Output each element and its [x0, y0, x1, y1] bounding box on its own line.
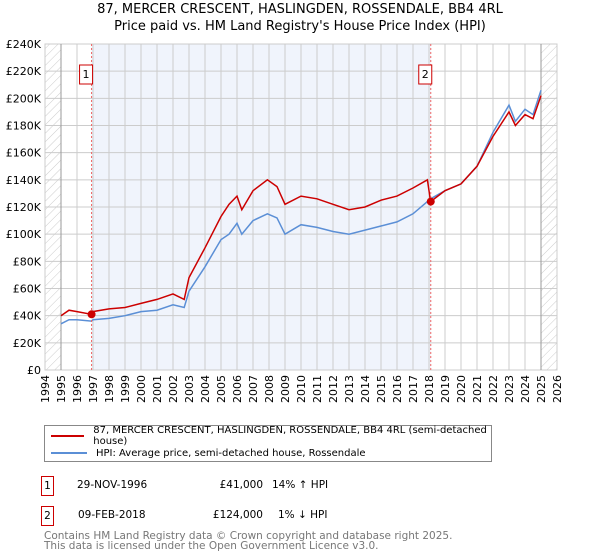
x-tick-label: 1994 [39, 375, 52, 403]
x-tick-label: 2014 [359, 375, 372, 403]
x-tick-label: 2004 [199, 375, 212, 403]
y-tick-label: £160K [6, 147, 42, 160]
x-tick-label: 2013 [343, 375, 356, 403]
transaction-hpi: 1% ↓ HPI [278, 509, 328, 521]
sale-label: 1 [83, 68, 90, 81]
x-tick-label: 2024 [519, 375, 532, 403]
x-tick-label: 2000 [135, 375, 148, 403]
transaction-marker: 2 [41, 506, 54, 526]
x-tick-label: 1995 [55, 375, 68, 403]
x-tick-label: 2020 [455, 375, 468, 403]
x-tick-label: 2016 [391, 375, 404, 403]
x-tick-label: 2011 [311, 375, 324, 403]
y-tick-label: £220K [6, 65, 42, 78]
y-tick-label: £40K [13, 310, 42, 323]
y-tick-label: £200K [6, 92, 42, 105]
transaction-date: 09-FEB-2018 [78, 509, 146, 521]
legend-item-hpi: HPI: Average price, semi-detached house,… [45, 445, 366, 461]
y-tick-label: £140K [6, 174, 42, 187]
x-tick-label: 2012 [327, 375, 340, 403]
legend-label: 87, MERCER CRESCENT, HASLINGDEN, ROSSEND… [93, 425, 487, 447]
y-tick-label: £120K [6, 201, 42, 214]
transaction-date: 29-NOV-1996 [77, 479, 148, 491]
x-tick-label: 2019 [439, 375, 452, 403]
y-tick-label: £240K [6, 38, 42, 51]
x-tick-label: 1997 [87, 375, 100, 403]
x-tick-label: 2025 [535, 375, 548, 403]
x-tick-label: 2005 [215, 375, 228, 403]
chart-title: 87, MERCER CRESCENT, HASLINGDEN, ROSSEND… [97, 2, 503, 17]
y-tick-label: £180K [6, 120, 42, 133]
sale-label: 2 [422, 68, 429, 81]
y-tick-label: £80K [13, 255, 42, 268]
sale-point [87, 310, 96, 319]
chart-subtitle: Price paid vs. HM Land Registry's House … [114, 19, 486, 34]
x-tick-label: 2006 [231, 375, 244, 403]
legend-label: HPI: Average price, semi-detached house,… [96, 447, 366, 459]
x-tick-label: 2018 [423, 375, 436, 403]
x-tick-label: 2001 [151, 375, 164, 403]
x-tick-label: 2026 [551, 375, 564, 403]
x-tick-label: 2007 [247, 375, 260, 403]
transaction-price: £124,000 [212, 509, 263, 521]
x-tick-label: 2009 [279, 375, 292, 403]
legend-item-property: 87, MERCER CRESCENT, HASLINGDEN, ROSSEND… [45, 425, 491, 447]
x-tick-label: 2008 [263, 375, 276, 403]
legend-swatch-blue [51, 452, 87, 454]
transaction-marker: 1 [41, 476, 54, 496]
x-tick-label: 1998 [103, 375, 116, 403]
sale-label-box [79, 64, 94, 85]
footer-copyright: Contains HM Land Registry data © Crown c… [44, 530, 453, 542]
x-tick-label: 2022 [487, 375, 500, 403]
x-tick-label: 1996 [71, 375, 84, 403]
y-tick-label: £0 [27, 364, 41, 377]
x-tick-label: 2017 [407, 375, 420, 403]
x-tick-label: 2010 [295, 375, 308, 403]
y-tick-label: £100K [6, 228, 42, 241]
y-tick-label: £20K [13, 337, 42, 350]
footer-licence: This data is licensed under the Open Gov… [44, 540, 379, 552]
legend-swatch-red [51, 435, 85, 437]
legend: 87, MERCER CRESCENT, HASLINGDEN, ROSSEND… [44, 425, 492, 462]
x-tick-label: 2015 [375, 375, 388, 403]
property-price-line [60, 95, 542, 317]
transaction-price: £41,000 [219, 479, 263, 491]
x-tick-label: 1999 [119, 375, 132, 403]
sale-point [426, 197, 435, 206]
transaction-hpi: 14% ↑ HPI [272, 479, 329, 491]
x-tick-label: 2021 [471, 375, 484, 403]
x-tick-label: 2003 [183, 375, 196, 403]
footer: Contains HM Land Registry data © Crown c… [44, 530, 453, 552]
x-tick-label: 2023 [503, 375, 516, 403]
y-tick-label: £60K [13, 283, 42, 296]
sale-label-box [418, 64, 433, 85]
x-tick-label: 2002 [167, 375, 180, 403]
